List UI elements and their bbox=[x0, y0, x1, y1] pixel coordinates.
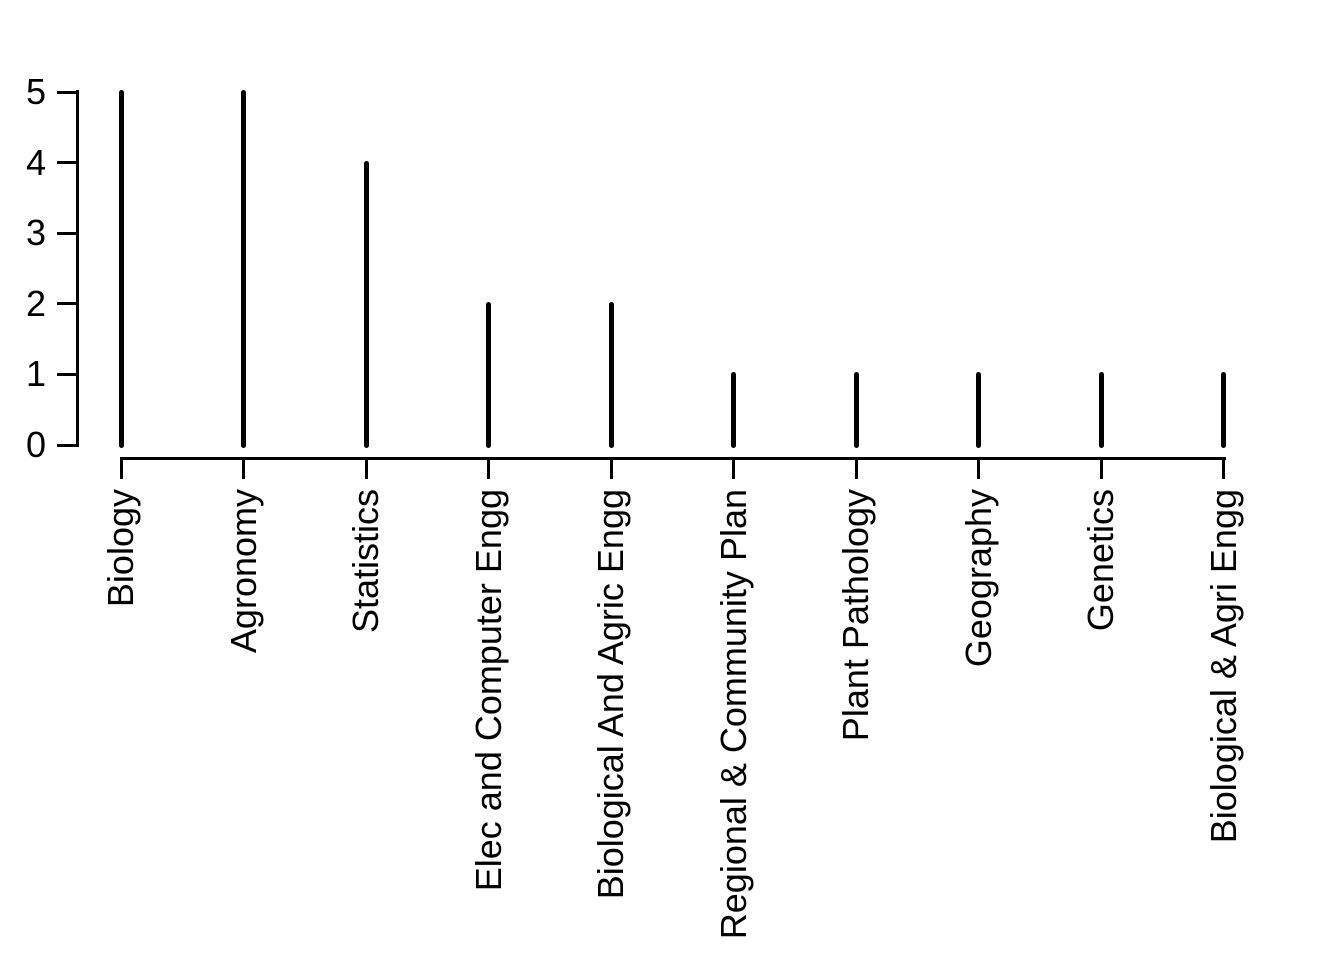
x-category-label: Biological And Agric Engg bbox=[590, 489, 631, 900]
data-spike bbox=[1098, 372, 1104, 448]
data-spike bbox=[1221, 372, 1226, 448]
y-tick-label: 5 bbox=[25, 71, 46, 112]
data-spike bbox=[241, 90, 246, 448]
y-tick-label: 4 bbox=[25, 141, 46, 183]
x-axis-tick bbox=[609, 457, 613, 479]
data-spike bbox=[853, 372, 859, 448]
data-spike bbox=[363, 160, 369, 448]
data-spike bbox=[731, 372, 736, 448]
x-category-label: Elec and Computer Engg bbox=[467, 489, 509, 892]
y-tick-label: 1 bbox=[25, 353, 46, 395]
y-axis-tick bbox=[57, 443, 77, 447]
data-spike bbox=[486, 301, 491, 448]
y-axis-line bbox=[75, 90, 79, 447]
y-tick-label: 2 bbox=[25, 282, 46, 324]
y-axis-tick bbox=[57, 231, 77, 235]
y-tick-label: 0 bbox=[25, 424, 46, 465]
x-axis-tick bbox=[364, 457, 368, 479]
data-spike bbox=[118, 90, 124, 448]
x-axis-tick bbox=[977, 457, 980, 479]
x-category-label: Genetics bbox=[1080, 489, 1121, 632]
x-axis-tick bbox=[732, 457, 735, 479]
x-axis-tick bbox=[1222, 457, 1225, 479]
x-axis-line bbox=[119, 457, 1226, 460]
y-axis-tick bbox=[57, 372, 77, 376]
x-category-label: Plant Pathology bbox=[835, 489, 876, 742]
x-category-label: Biology bbox=[100, 489, 141, 608]
y-tick-label: 3 bbox=[25, 212, 46, 254]
x-category-label: Biological & Agri Engg bbox=[1202, 489, 1244, 844]
x-axis-tick bbox=[854, 457, 858, 479]
x-category-label: Geography bbox=[957, 489, 999, 668]
y-axis-tick bbox=[57, 90, 77, 94]
x-axis-tick bbox=[242, 457, 245, 479]
y-axis-tick bbox=[57, 161, 77, 165]
data-spike bbox=[976, 372, 981, 448]
data-spike bbox=[608, 301, 614, 448]
x-category-label: Statistics bbox=[345, 489, 386, 634]
x-axis-tick bbox=[1099, 457, 1103, 479]
x-category-label: Agronomy bbox=[222, 489, 264, 654]
x-axis-tick bbox=[119, 457, 123, 479]
y-axis-tick bbox=[57, 302, 77, 306]
x-axis-tick bbox=[487, 457, 490, 479]
x-category-label: Regional & Community Plan bbox=[712, 489, 754, 940]
